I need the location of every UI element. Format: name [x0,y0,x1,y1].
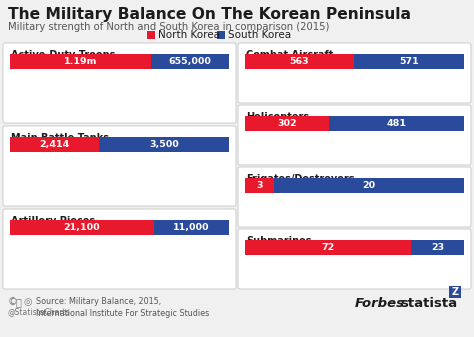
Text: Frigates/Destroyers: Frigates/Destroyers [246,174,355,184]
FancyBboxPatch shape [151,54,229,69]
FancyBboxPatch shape [449,286,461,298]
Text: 302: 302 [277,119,297,128]
Text: 571: 571 [399,57,419,66]
Text: Active-Duty Troops: Active-Duty Troops [11,50,115,60]
Text: 23: 23 [431,243,444,252]
Text: 3,500: 3,500 [149,140,179,149]
FancyBboxPatch shape [245,178,273,193]
Text: Main Battle Tanks: Main Battle Tanks [11,133,109,143]
FancyBboxPatch shape [238,43,471,103]
Text: North Korea: North Korea [158,30,220,39]
Text: 563: 563 [290,57,309,66]
Text: 20: 20 [362,181,375,190]
FancyBboxPatch shape [329,116,464,131]
Text: 2,414: 2,414 [39,140,70,149]
Text: Forbes: Forbes [355,297,405,310]
FancyBboxPatch shape [3,209,236,289]
Text: Submarines: Submarines [246,236,311,246]
FancyBboxPatch shape [217,31,225,39]
FancyBboxPatch shape [273,178,464,193]
Text: ©: © [8,297,18,307]
Text: 21,100: 21,100 [64,223,100,232]
Text: South Korea: South Korea [228,30,291,39]
Text: 3: 3 [256,181,263,190]
Text: Helicopters: Helicopters [246,112,309,122]
Text: 1.19m: 1.19m [64,57,97,66]
FancyBboxPatch shape [147,31,155,39]
Text: ⓘ: ⓘ [16,297,22,307]
FancyBboxPatch shape [10,137,100,152]
FancyBboxPatch shape [154,220,229,235]
Text: Combat Aircraft: Combat Aircraft [246,50,333,60]
FancyBboxPatch shape [238,105,471,165]
Text: ◎: ◎ [24,297,33,307]
FancyBboxPatch shape [238,229,471,289]
Text: Z: Z [451,287,458,297]
Text: @StatistaCharts: @StatistaCharts [8,307,71,316]
FancyBboxPatch shape [245,116,329,131]
Text: statista: statista [400,297,457,310]
Text: The Military Balance On The Korean Peninsula: The Military Balance On The Korean Penin… [8,7,411,22]
FancyBboxPatch shape [411,240,464,255]
Text: 72: 72 [321,243,335,252]
Text: 655,000: 655,000 [169,57,211,66]
Text: 11,000: 11,000 [173,223,210,232]
FancyBboxPatch shape [3,126,236,206]
Text: Military strength of North and South Korea in comparison (2015): Military strength of North and South Kor… [8,22,329,32]
FancyBboxPatch shape [10,54,151,69]
FancyBboxPatch shape [3,43,236,123]
FancyBboxPatch shape [245,54,354,69]
FancyBboxPatch shape [245,240,411,255]
FancyBboxPatch shape [238,167,471,227]
FancyBboxPatch shape [10,220,154,235]
FancyBboxPatch shape [354,54,464,69]
Text: Source: Military Balance, 2015,
International Institute For Strategic Studies: Source: Military Balance, 2015, Internat… [36,297,209,318]
Text: Artillery Pieces: Artillery Pieces [11,216,95,226]
FancyBboxPatch shape [100,137,229,152]
Text: 481: 481 [387,119,407,128]
